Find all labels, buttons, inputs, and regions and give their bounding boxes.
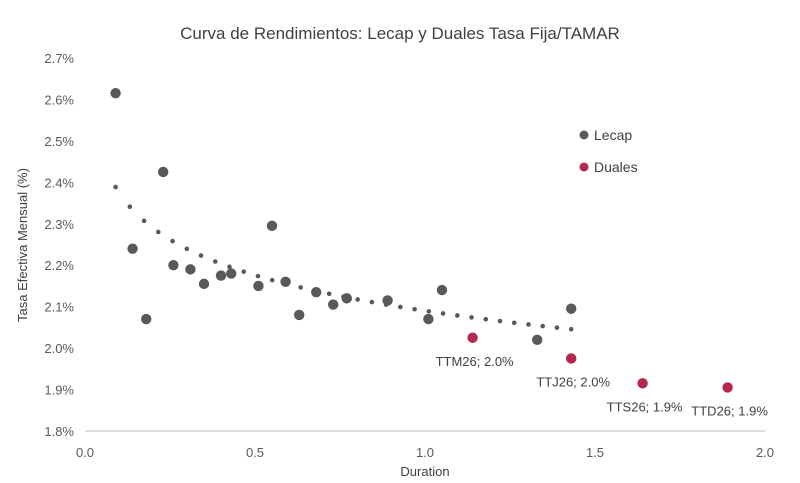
- lecap-point: [215, 270, 227, 281]
- lecap-point: [198, 278, 210, 290]
- y-tick-label: 1.9%: [44, 383, 74, 398]
- y-tick-label: 2.1%: [44, 300, 74, 315]
- trendline-dot: [113, 184, 118, 190]
- trendline-dot: [412, 306, 417, 312]
- lecap-point: [226, 268, 237, 279]
- lecap-point: [341, 293, 352, 304]
- legend-marker-lecap: [579, 130, 589, 140]
- lecap-point: [423, 313, 434, 325]
- annotations: TTM26; 2.0% TTJ26; 2.0% TTS26; 1.9% TTD26; …: [436, 354, 769, 419]
- legend-label-duales: Duales: [594, 159, 638, 175]
- trendline-dot: [355, 297, 360, 302]
- legend-marker-duales: [579, 162, 589, 172]
- y-tick-label: 2.6%: [44, 92, 74, 107]
- trendline-dot: [526, 322, 531, 327]
- lecap-point: [280, 276, 291, 287]
- trendline-dot: [184, 246, 190, 252]
- trendline-dot: [554, 325, 560, 330]
- data-label: TTM26; 2.0%: [436, 354, 514, 369]
- data-label: TTJ26; 2.0%: [536, 374, 610, 389]
- data-label: TTS26; 1.9%: [607, 399, 683, 414]
- trendline-dot: [469, 315, 474, 320]
- trendline-dot: [483, 316, 489, 322]
- legend-label-lecap: Lecap: [594, 127, 632, 143]
- trendline-dot: [455, 313, 460, 318]
- lecap-point: [266, 220, 278, 232]
- x-tick-label: 1.5: [586, 445, 604, 460]
- lecap-point: [566, 303, 577, 314]
- trendline-dot: [298, 285, 303, 290]
- chart-title: Curva de Rendimientos: Lecap y Duales Ta…: [180, 24, 620, 43]
- y-tick-label: 1.8%: [44, 424, 74, 439]
- trendline-dot: [440, 311, 446, 316]
- trendline: [113, 184, 574, 332]
- trendline-dot: [326, 291, 332, 297]
- trendline-dot: [198, 253, 204, 258]
- trendline-dot: [227, 264, 232, 270]
- trendline-dot: [398, 304, 403, 310]
- x-tick-label: 1.0: [416, 445, 434, 460]
- lecap-point: [253, 280, 264, 292]
- x-tick-label: 0.0: [76, 445, 94, 460]
- series-lecap: [110, 88, 577, 346]
- duales-point: [637, 378, 648, 389]
- y-axis-label: Tasa Efectiva Mensual (%): [15, 168, 30, 322]
- lecap-point: [294, 309, 305, 321]
- lecap-point: [436, 284, 448, 296]
- trendline-dot: [241, 269, 247, 274]
- y-tick-label: 2.0%: [44, 341, 74, 356]
- trendline-dot: [156, 229, 161, 235]
- y-tick-label: 2.2%: [44, 258, 74, 273]
- x-tick-label: 0.5: [246, 445, 264, 460]
- y-tick-label: 2.4%: [44, 175, 74, 190]
- lecap-point: [532, 334, 543, 346]
- y-tick-label: 2.3%: [44, 217, 74, 232]
- lecap-point: [141, 313, 152, 325]
- duales-point: [467, 332, 478, 343]
- lecap-point: [185, 264, 196, 275]
- trendline-dot: [426, 309, 432, 314]
- x-tick-label: 2.0: [756, 445, 774, 460]
- lecap-point: [110, 88, 121, 99]
- lecap-point: [328, 299, 339, 310]
- lecap-point: [168, 260, 179, 271]
- trendline-dot: [497, 318, 503, 324]
- lecap-point: [382, 295, 393, 306]
- legend: Lecap Duales: [579, 127, 638, 175]
- series-duales: [467, 332, 733, 393]
- y-axis-ticks: 1.8% 1.9% 2.0% 2.1% 2.2% 2.3% 2.4% 2.5% 2.6% 2.7%: [44, 51, 74, 439]
- trendline-dot: [141, 218, 147, 224]
- duales-point: [722, 382, 733, 393]
- trendline-dot: [255, 273, 261, 279]
- y-tick-label: 2.7%: [44, 51, 74, 66]
- x-axis-ticks: 0.0 0.5 1.0 1.5 2.0: [76, 445, 774, 460]
- trendline-dot: [127, 204, 133, 209]
- data-label: TTD26; 1.9%: [691, 403, 768, 418]
- trendline-dot: [170, 238, 175, 244]
- trendline-dot: [212, 259, 218, 264]
- trendline-dot: [269, 277, 275, 283]
- x-axis-label: Duration: [400, 464, 449, 479]
- lecap-point: [311, 286, 322, 298]
- duales-point: [566, 353, 577, 364]
- trendline-dot: [511, 320, 517, 326]
- trendline-dot: [369, 299, 375, 305]
- lecap-point: [158, 166, 169, 178]
- lecap-point: [127, 243, 138, 254]
- y-tick-label: 2.5%: [44, 134, 74, 149]
- trendline-dot: [540, 323, 546, 329]
- trendline-dot: [568, 326, 574, 332]
